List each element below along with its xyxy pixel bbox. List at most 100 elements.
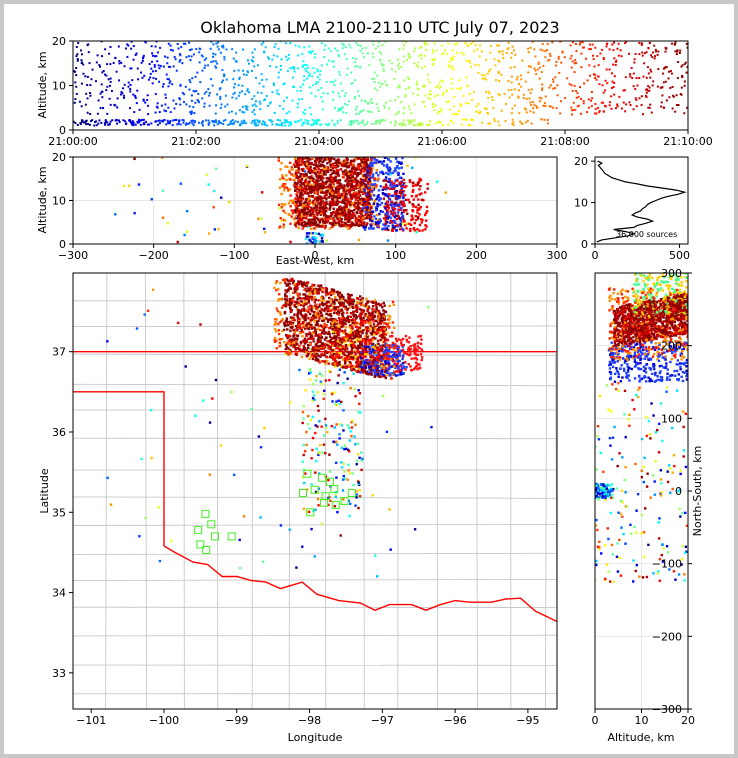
east-west-source bbox=[409, 223, 413, 226]
time-altitude-source bbox=[260, 73, 263, 76]
time-altitude-source bbox=[573, 71, 576, 74]
east-west-source bbox=[310, 207, 313, 211]
time-altitude-source bbox=[354, 108, 357, 111]
east-west-source bbox=[310, 221, 313, 224]
east-west-source bbox=[392, 182, 396, 185]
time-altitude-source bbox=[243, 119, 246, 122]
time-altitude-source bbox=[483, 74, 486, 77]
east-west-source bbox=[346, 184, 350, 187]
east-west-source bbox=[335, 172, 338, 175]
time-altitude-source bbox=[551, 106, 554, 109]
time-altitude-source bbox=[169, 111, 172, 114]
east-west-source bbox=[398, 176, 402, 179]
time-altitude-source bbox=[190, 55, 193, 58]
east-west-source bbox=[305, 157, 309, 160]
time-altitude-source bbox=[640, 43, 643, 46]
east-west-source bbox=[296, 219, 300, 223]
east-west-source bbox=[302, 202, 306, 205]
east-west-source bbox=[305, 205, 308, 208]
time-altitude-source bbox=[271, 58, 274, 61]
east-west-source bbox=[365, 210, 369, 214]
east-west-source bbox=[343, 187, 346, 190]
east-west-source bbox=[418, 213, 421, 216]
time-altitude-source bbox=[519, 74, 522, 77]
plan-view-source bbox=[343, 358, 346, 361]
east-west-source bbox=[322, 181, 325, 185]
time-altitude-source bbox=[423, 41, 426, 44]
time-altitude-source bbox=[167, 42, 170, 45]
time-altitude-source bbox=[572, 101, 575, 104]
time-altitude-source bbox=[283, 99, 286, 102]
time-altitude-source bbox=[416, 94, 419, 97]
time-altitude-source bbox=[606, 82, 609, 85]
time-altitude-source bbox=[140, 119, 143, 122]
east-west-source bbox=[336, 199, 339, 202]
east-west-source bbox=[293, 210, 297, 213]
east-west-source bbox=[409, 227, 412, 231]
time-altitude-source bbox=[416, 123, 419, 126]
time-altitude-source bbox=[587, 98, 590, 101]
east-west-source bbox=[294, 223, 297, 226]
time-altitude-source bbox=[458, 79, 461, 82]
time-altitude-source bbox=[451, 49, 454, 52]
time-altitude-source bbox=[107, 78, 110, 81]
east-west-source bbox=[290, 166, 294, 169]
time-altitude-source bbox=[366, 120, 369, 123]
east-west-source bbox=[332, 185, 335, 188]
east-west-source bbox=[397, 167, 401, 170]
time-altitude-source bbox=[326, 63, 329, 66]
plan-view-source bbox=[291, 322, 294, 325]
east-west-source bbox=[351, 216, 354, 219]
east-west-source bbox=[295, 169, 298, 172]
east-west-source bbox=[360, 167, 364, 170]
plan-view-source bbox=[430, 425, 433, 429]
time-altitude-source bbox=[224, 105, 227, 108]
time-altitude-source bbox=[623, 89, 626, 92]
east-west-source bbox=[293, 178, 296, 181]
east-west-source bbox=[323, 221, 327, 225]
time-altitude-source bbox=[356, 65, 359, 68]
east-west-source bbox=[293, 174, 296, 178]
time-altitude-panel: 21:00:00 21:02:00 21:04:00 21:06:00 21:08:00… bbox=[36, 35, 713, 148]
time-altitude-source bbox=[554, 87, 557, 90]
time-altitude-source bbox=[203, 92, 206, 95]
time-altitude-source bbox=[432, 51, 435, 54]
time-altitude-source bbox=[653, 44, 656, 47]
east-west-source bbox=[334, 161, 337, 165]
time-altitude-source bbox=[310, 124, 313, 127]
time-altitude-source bbox=[109, 80, 112, 83]
time-altitude-source bbox=[321, 108, 324, 111]
east-west-source bbox=[320, 172, 324, 176]
east-west-source bbox=[366, 170, 369, 173]
east-west-source bbox=[400, 206, 403, 210]
east-west-source bbox=[366, 206, 370, 209]
time-altitude-source bbox=[273, 84, 276, 87]
time-altitude-source bbox=[571, 41, 574, 44]
east-west-source bbox=[301, 169, 305, 173]
time-altitude-source bbox=[497, 50, 500, 53]
time-altitude-source bbox=[401, 123, 404, 126]
east-west-source bbox=[367, 209, 370, 212]
time-altitude-source bbox=[676, 77, 679, 80]
plan-view-source bbox=[303, 339, 307, 342]
time-altitude-source bbox=[489, 68, 492, 71]
time-altitude-source bbox=[167, 121, 170, 124]
time-altitude-source bbox=[647, 72, 650, 75]
time-altitude-source bbox=[220, 103, 223, 106]
time-altitude-source bbox=[304, 108, 307, 111]
plan-view-source bbox=[353, 323, 357, 326]
time-altitude-source bbox=[671, 107, 674, 110]
east-west-source bbox=[296, 191, 299, 194]
east-west-source bbox=[331, 189, 334, 192]
time-altitude-source bbox=[280, 58, 283, 61]
plan-view-source bbox=[328, 470, 332, 473]
time-altitude-source bbox=[650, 54, 653, 57]
east-west-source bbox=[384, 185, 388, 189]
time-altitude-source bbox=[331, 119, 334, 122]
time-altitude-source bbox=[167, 78, 170, 81]
east-west-source bbox=[388, 221, 392, 225]
east-west-source bbox=[289, 178, 292, 181]
time-altitude-source bbox=[437, 110, 440, 113]
time-altitude-source bbox=[549, 84, 552, 87]
time-altitude-source bbox=[175, 118, 178, 121]
